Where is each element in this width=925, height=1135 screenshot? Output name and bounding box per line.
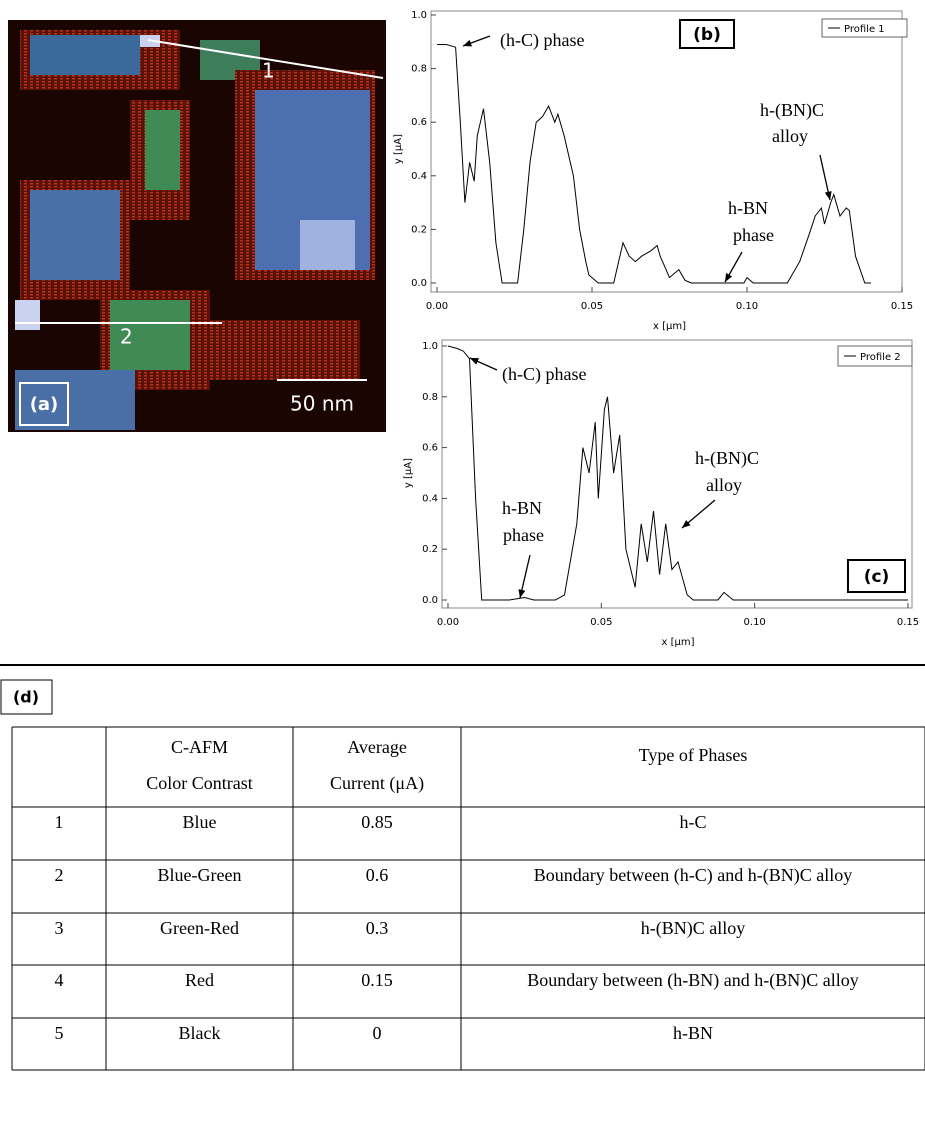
table-cell: 4 bbox=[55, 970, 64, 990]
annotation: h-BN bbox=[728, 198, 768, 218]
y-tick-label: 0.4 bbox=[422, 493, 438, 504]
line-label: 2 bbox=[120, 325, 133, 349]
y-tick-label: 0.2 bbox=[411, 224, 427, 235]
y-tick-label: 0.4 bbox=[411, 171, 427, 182]
x-axis-label: x [μm] bbox=[653, 321, 686, 332]
x-tick-label: 0.00 bbox=[426, 301, 448, 312]
y-tick-label: 0.6 bbox=[422, 443, 438, 454]
afm-image bbox=[8, 20, 386, 432]
table-header: Type of Phases bbox=[639, 745, 748, 765]
table-header: Current (μA) bbox=[330, 773, 424, 794]
plot-frame bbox=[431, 11, 902, 292]
annotation: phase bbox=[733, 225, 774, 245]
table-cell: Green-Red bbox=[160, 918, 239, 938]
table-cell: 0.3 bbox=[366, 918, 389, 938]
y-tick-label: 0.8 bbox=[422, 392, 438, 403]
table-header: Color Contrast bbox=[146, 773, 253, 793]
y-axis-label: y [μA] bbox=[393, 134, 404, 164]
y-tick-label: 0.6 bbox=[411, 117, 427, 128]
line-label: 1 bbox=[262, 59, 275, 83]
x-tick-label: 0.15 bbox=[891, 301, 913, 312]
table-cell: 0.15 bbox=[361, 970, 393, 990]
table-cell: 1 bbox=[55, 812, 64, 832]
y-tick-label: 0.8 bbox=[411, 64, 427, 75]
table-cell: 0.6 bbox=[366, 865, 389, 885]
table-header: C-AFM bbox=[171, 737, 228, 757]
y-tick-label: 1.0 bbox=[411, 10, 427, 21]
table-cell: Blue bbox=[183, 812, 217, 832]
table-cell: 0 bbox=[373, 1023, 382, 1043]
table-cell: 3 bbox=[55, 918, 64, 938]
table-cell: 5 bbox=[55, 1023, 64, 1043]
annotation: alloy bbox=[772, 126, 808, 146]
table-cell: h-BN bbox=[673, 1023, 713, 1043]
legend-label: Profile 2 bbox=[860, 352, 901, 363]
scale-bar-label: 50 nm bbox=[290, 392, 354, 416]
annotation: h-BN bbox=[502, 498, 542, 518]
table-header: Average bbox=[347, 737, 407, 757]
y-axis-label: y [μA] bbox=[403, 458, 414, 488]
arrow-head bbox=[518, 589, 525, 598]
y-tick-label: 0.0 bbox=[411, 278, 427, 289]
x-tick-label: 0.10 bbox=[744, 617, 766, 628]
panel-label: (c) bbox=[864, 567, 890, 587]
arrow-head bbox=[825, 191, 832, 200]
profile-line bbox=[437, 45, 871, 284]
table-cell: Boundary between (h-C) and h-(BN)C alloy bbox=[534, 865, 852, 886]
x-axis-label: x [μm] bbox=[661, 637, 694, 648]
annotation: h-(BN)C bbox=[760, 100, 824, 121]
annotation: (h-C) phase bbox=[502, 364, 586, 385]
annotation: (h-C) phase bbox=[500, 30, 584, 51]
figure: 1 2 50 nm (a) (d) 0.00.20.40.60.81.00.00… bbox=[0, 0, 925, 1130]
table-cell: Black bbox=[179, 1023, 221, 1043]
table-cell: Red bbox=[185, 970, 214, 990]
annotation: h-(BN)C bbox=[695, 448, 759, 469]
panel-label: (a) bbox=[30, 394, 59, 415]
table-cell: 2 bbox=[55, 865, 64, 885]
x-tick-label: 0.00 bbox=[437, 617, 459, 628]
arrow-head bbox=[463, 40, 472, 47]
panel-label: (d) bbox=[13, 688, 39, 707]
legend-label: Profile 1 bbox=[844, 24, 885, 35]
x-tick-label: 0.05 bbox=[590, 617, 612, 628]
table-cell: Boundary between (h-BN) and h-(BN)C allo… bbox=[527, 970, 858, 991]
annotation: alloy bbox=[706, 475, 742, 495]
x-tick-label: 0.10 bbox=[736, 301, 758, 312]
x-tick-label: 0.15 bbox=[897, 617, 919, 628]
table-cell: h-C bbox=[680, 812, 707, 832]
panel-label: (b) bbox=[693, 25, 721, 45]
y-tick-label: 0.2 bbox=[422, 544, 438, 555]
table-cell: h-(BN)C alloy bbox=[641, 918, 745, 939]
table-cell: 0.85 bbox=[361, 812, 393, 832]
y-tick-label: 1.0 bbox=[422, 341, 438, 352]
annotation: phase bbox=[503, 525, 544, 545]
x-tick-label: 0.05 bbox=[581, 301, 603, 312]
table-cell: Blue-Green bbox=[158, 865, 242, 885]
y-tick-label: 0.0 bbox=[422, 595, 438, 606]
